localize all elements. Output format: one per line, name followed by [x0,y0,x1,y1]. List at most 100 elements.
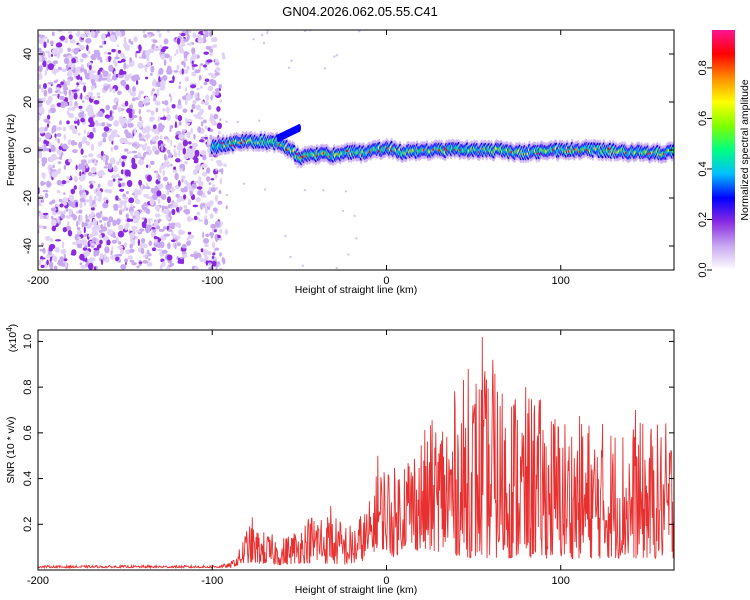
x-tick-label: -100 [201,575,223,587]
noise-speck [46,123,50,128]
noise-speck [152,88,156,92]
noise-speck [76,239,83,244]
noise-speck [199,108,204,114]
x-tick-label: -200 [27,575,49,587]
noise-speck [157,183,164,189]
noise-speck [130,210,134,217]
noise-speck [51,48,59,55]
scatter-speck [263,188,267,191]
noise-speck [108,216,114,223]
noise-speck [138,132,142,139]
noise-speck [66,71,73,77]
noise-speck [43,41,47,49]
noise-speck [169,182,172,189]
noise-speck [176,37,181,45]
noise-speck [145,109,152,113]
noise-speck [57,215,60,223]
noise-speck [83,113,87,118]
noise-speck [212,241,216,249]
noise-speck [202,154,207,161]
noise-speck [190,109,194,113]
noise-speck [219,252,222,257]
noise-speck [137,152,142,158]
noise-speck [62,227,67,233]
noise-speck [137,159,145,166]
noise-speck [77,88,80,92]
noise-speck [129,243,133,249]
noise-speck [59,35,66,41]
noise-speck [200,121,204,127]
noise-speck [131,157,136,165]
noise-speck [67,55,73,59]
noise-speck [142,65,147,68]
noise-speck [85,163,89,169]
noise-speck [119,32,122,38]
noise-speck [52,169,57,172]
noise-speck [112,219,117,226]
noise-speck [59,120,62,125]
noise-speck [159,241,165,249]
noise-speck [125,191,129,195]
noise-speck [155,213,161,218]
noise-speck [207,250,212,256]
noise-speck [223,163,227,168]
noise-speck [109,86,113,93]
noise-speck [197,116,204,120]
noise-speck [159,44,163,50]
noise-speck [217,200,223,205]
noise-speck [124,44,131,51]
noise-speck [105,104,110,111]
noise-speck [183,58,188,62]
noise-speck [197,170,200,174]
noise-speck [196,186,203,190]
noise-speck [99,140,103,145]
noise-speck [52,210,56,216]
noise-speck [89,120,95,127]
noise-speck [198,139,205,143]
noise-speck [84,233,87,238]
noise-speck [166,114,171,121]
noise-speck [166,106,170,114]
noise-speck [182,254,188,258]
noise-speck [210,187,216,193]
noise-speck [146,146,151,150]
noise-speck [44,132,52,140]
noise-speck [141,119,144,124]
noise-speck [60,143,63,147]
noise-speck [117,245,124,249]
noise-speck [205,46,211,50]
noise-speck [85,214,88,220]
noise-speck [81,239,87,246]
noise-speck [57,138,60,144]
snr-panel: -200 -100 0 100 0.2 0.4 0.6 0.8 1.0 Height of st… [5,324,675,596]
noise-speck [160,193,167,200]
scatter-speck [252,38,255,41]
noise-speck [172,234,177,239]
noise-speck [214,194,219,202]
noise-speck [66,120,70,125]
noise-speck [106,239,111,246]
noise-speck [210,158,213,162]
noise-speck [131,262,137,266]
noise-speck [178,121,182,126]
noise-speck [160,234,167,241]
noise-speck [102,202,109,209]
noise-speck [104,114,111,119]
noise-speck [212,90,217,96]
noise-speck [132,220,140,224]
noise-speck [221,55,226,60]
noise-speck [139,123,144,127]
noise-speck [172,169,178,173]
x-tick-label: -100 [201,275,223,287]
noise-speck [160,79,166,87]
noise-speck [120,264,127,270]
noise-speck [199,85,203,89]
noise-speck [146,261,153,267]
noise-speck [167,242,171,250]
noise-speck [109,229,113,236]
noise-speck [183,61,186,68]
noise-speck [162,116,167,121]
noise-speck [184,76,190,82]
noise-speck [144,66,148,73]
noise-speck [119,188,125,192]
